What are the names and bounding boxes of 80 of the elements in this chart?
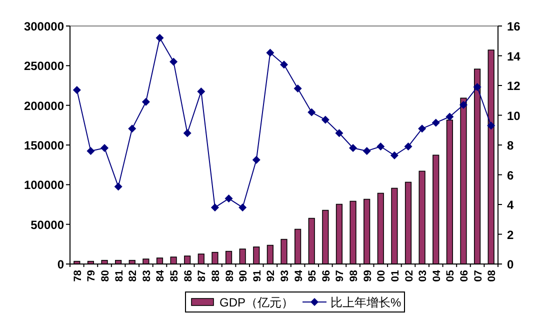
x-tick-label: 96: [320, 270, 332, 282]
point: [308, 108, 316, 116]
x-tick-label: 90: [238, 270, 250, 282]
x-tick-label: 89: [224, 270, 236, 282]
point: [280, 60, 288, 69]
point: [210, 203, 219, 212]
x-tick-label: 91: [251, 270, 264, 282]
point: [128, 124, 136, 133]
y-tick-label: 0: [57, 258, 64, 272]
x-tick-label: 06: [458, 270, 470, 282]
point: [170, 58, 178, 66]
legend-label: 比上年增长%: [330, 296, 402, 310]
x-tick-label: 08: [486, 270, 498, 282]
y-tick-label: 50000: [30, 218, 64, 232]
y-tick-label: 250000: [24, 59, 64, 74]
point: [487, 122, 496, 130]
x-tick-label: 78: [72, 270, 84, 282]
point: [156, 34, 164, 42]
point: [266, 48, 274, 57]
x-tick-label: 04: [430, 270, 443, 282]
x-tick-label: 79: [86, 270, 98, 282]
point: [349, 144, 358, 152]
point: [114, 182, 122, 191]
x-tick-label: 99: [362, 270, 374, 282]
x-tick-label: 03: [417, 270, 430, 282]
point: [473, 82, 482, 91]
point: [142, 98, 150, 106]
y2-tick-label: 6: [507, 168, 514, 182]
x-tick-label: 05: [444, 270, 457, 282]
x-tick-label: 97: [334, 270, 346, 282]
y2-tick-label: 0: [507, 258, 514, 272]
y2-tick-label: 2: [507, 228, 514, 242]
point: [446, 112, 454, 121]
y-tick-label: 300000: [24, 20, 64, 34]
point: [390, 151, 398, 160]
x-tick-label: 83: [140, 270, 153, 282]
x-tick-label: 98: [348, 270, 360, 282]
y2-tick-label: 14: [507, 49, 521, 64]
x-tick-label: 00: [376, 270, 388, 282]
x-tick-label: 93: [279, 270, 291, 282]
point: [335, 129, 344, 138]
point: [376, 142, 385, 150]
x-tick-label: 95: [306, 270, 319, 282]
y2-tick-label: 16: [507, 20, 521, 34]
point: [459, 100, 468, 109]
point: [432, 118, 440, 127]
legend-label: GDP（亿元）: [220, 296, 294, 310]
y2-tick-label: 10: [507, 108, 521, 123]
y-tick-label: 150000: [24, 138, 64, 152]
point: [100, 144, 109, 152]
point: [72, 86, 81, 94]
x-tick-label: 88: [210, 270, 222, 282]
x-tick-label: 81: [113, 270, 126, 282]
x-tick-label: 84: [154, 270, 167, 282]
x-tick-label: 02: [403, 270, 416, 282]
x-tick-label: 80: [100, 270, 112, 282]
x-tick-label: 86: [182, 270, 194, 282]
point: [224, 194, 233, 203]
point: [183, 129, 192, 138]
point: [252, 156, 260, 164]
x-tick-label: 82: [127, 270, 140, 282]
y2-tick-label: 8: [507, 138, 514, 152]
point: [238, 203, 247, 212]
point: [321, 116, 330, 124]
y-tick-label: 200000: [24, 98, 64, 113]
x-tick-label: 94: [292, 270, 305, 282]
y2-tick-label: 4: [507, 198, 514, 212]
x-tick-label: 85: [168, 270, 181, 282]
point: [86, 146, 95, 155]
x-tick-label: 92: [265, 270, 278, 282]
x-tick-label: 87: [196, 270, 208, 282]
y-tick-label: 100000: [24, 178, 64, 192]
point: [294, 84, 302, 92]
x-tick-label: 07: [472, 270, 484, 282]
point: [197, 87, 206, 96]
point: [418, 124, 426, 133]
point: [404, 142, 412, 150]
x-tick-label: 01: [389, 270, 402, 282]
point: [362, 146, 371, 155]
y2-tick-label: 12: [507, 79, 521, 93]
